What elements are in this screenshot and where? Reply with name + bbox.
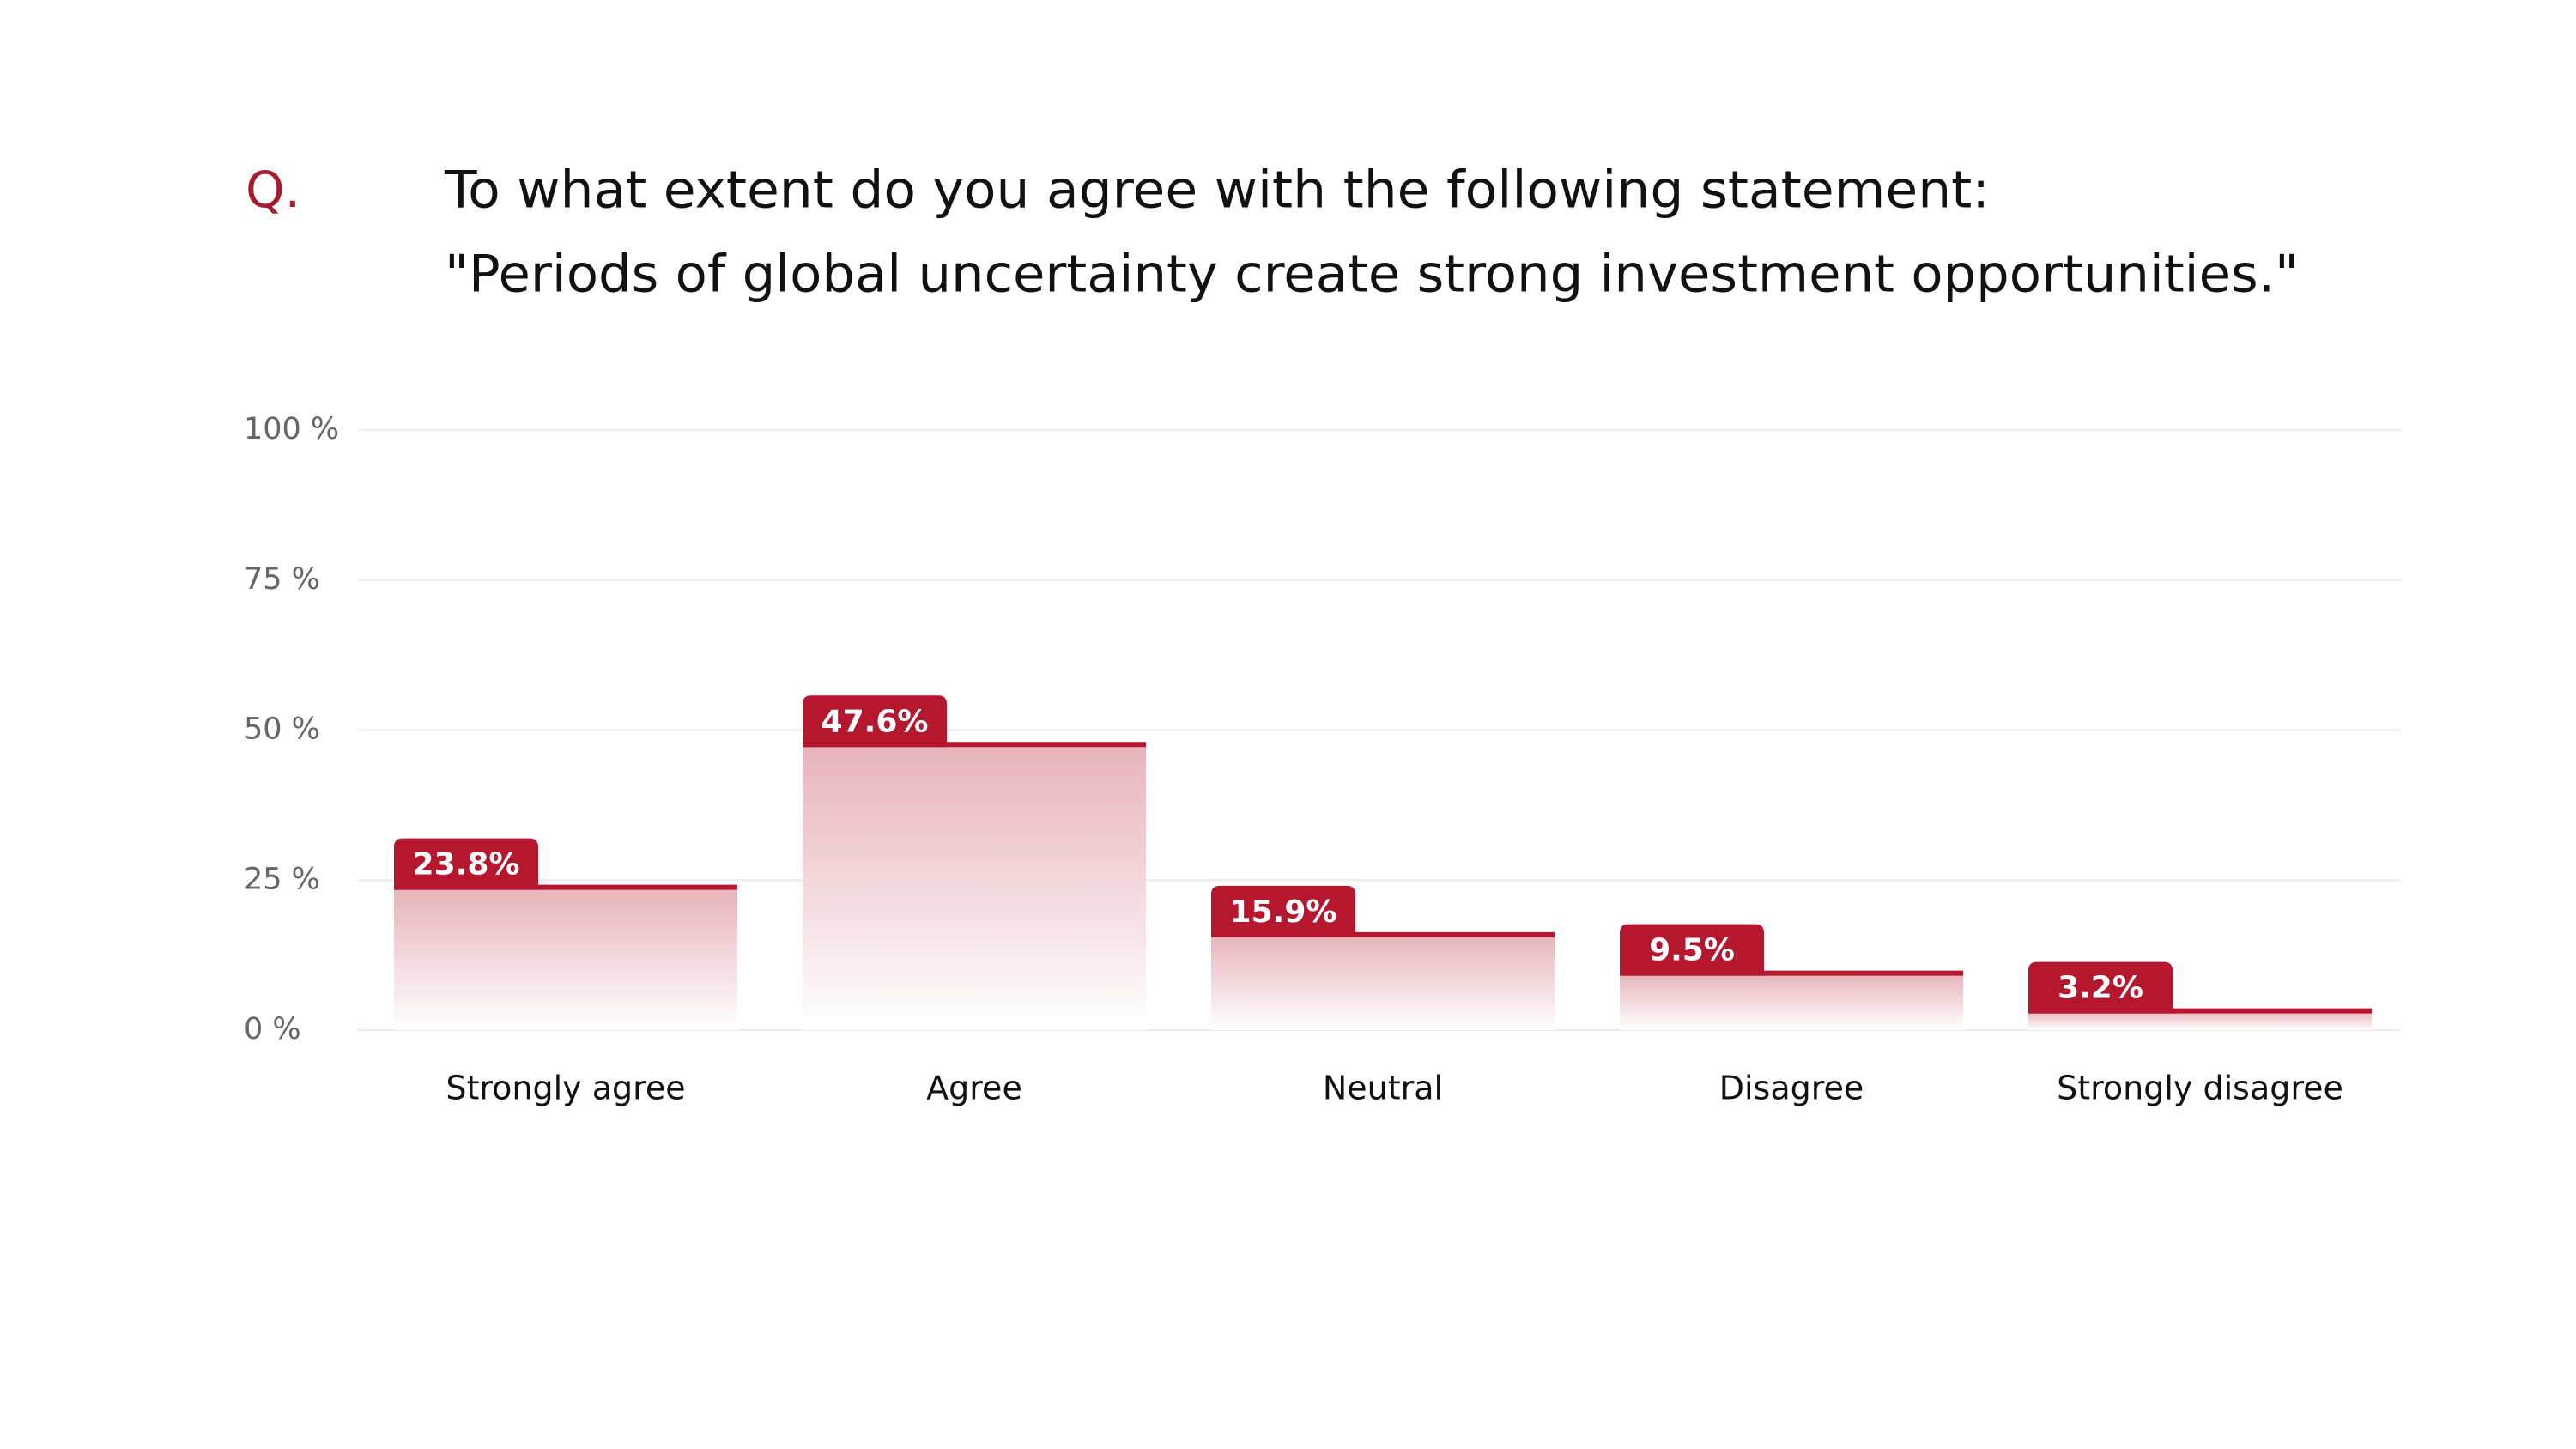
y-tick-label: 50 % (244, 712, 320, 747)
label-tab (1620, 924, 1764, 976)
value-label: 23.8% (413, 847, 520, 882)
x-tick-label: Strongly disagree (2057, 1070, 2343, 1107)
y-tick-label: 25 % (244, 862, 320, 896)
bar (803, 744, 1146, 1030)
label-tab (2028, 961, 2173, 1014)
value-label: 47.6% (821, 704, 929, 739)
x-tick-label: Agree (926, 1070, 1022, 1107)
x-tick-label: Neutral (1323, 1070, 1443, 1107)
y-tick-label: 75 % (244, 562, 320, 597)
y-tick-label: 100 % (244, 412, 339, 446)
value-label: 9.5% (1649, 933, 1735, 968)
x-tick-label: Disagree (1719, 1070, 1864, 1107)
label-tab (1211, 885, 1355, 937)
y-tick-label: 0 % (244, 1012, 301, 1046)
value-label: 3.2% (2058, 971, 2143, 1006)
label-tab (394, 838, 538, 890)
chart-subtitle: "Periods of global uncertainty create st… (445, 245, 2299, 305)
bar (1620, 973, 1963, 1030)
bar (2028, 1010, 2372, 1030)
value-label: 15.9% (1230, 894, 1337, 930)
chart-title: To what extent do you agree with the fol… (444, 161, 1990, 221)
label-tab (803, 695, 947, 748)
bar (394, 887, 737, 1030)
question-marker: Q. (245, 161, 300, 219)
bar (1211, 934, 1555, 1030)
x-tick-label: Strongly agree (445, 1070, 685, 1107)
